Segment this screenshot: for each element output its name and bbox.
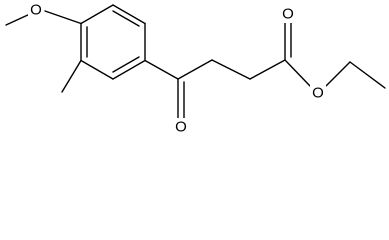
label-mask [310, 84, 326, 101]
label-mask [280, 6, 296, 23]
bond [249, 59, 286, 80]
bond [61, 59, 82, 93]
bond [112, 10, 140, 27]
label-mask [28, 2, 44, 19]
bond [112, 59, 146, 80]
bond [44, 10, 82, 25]
bond [5, 13, 31, 26]
bond [80, 59, 114, 80]
bond [284, 59, 311, 87]
atom-label: O [175, 119, 187, 136]
structure-diagram: O O O O [5, 2, 386, 136]
bond [177, 59, 213, 80]
bonds [5, 4, 386, 119]
atom-label: O [282, 6, 294, 23]
page: O O O O (() => { const data = JSON.parse… [5, 1, 386, 136]
bond [80, 4, 114, 25]
atom-label: O [312, 85, 324, 102]
atom-labels: O O O O [28, 2, 326, 136]
label-mask [173, 118, 189, 135]
bond [325, 61, 351, 87]
bond [144, 59, 179, 80]
bond [112, 4, 146, 25]
bond [211, 59, 251, 80]
bond [112, 56, 140, 73]
bond [349, 61, 386, 89]
atom-label: O [30, 2, 42, 19]
